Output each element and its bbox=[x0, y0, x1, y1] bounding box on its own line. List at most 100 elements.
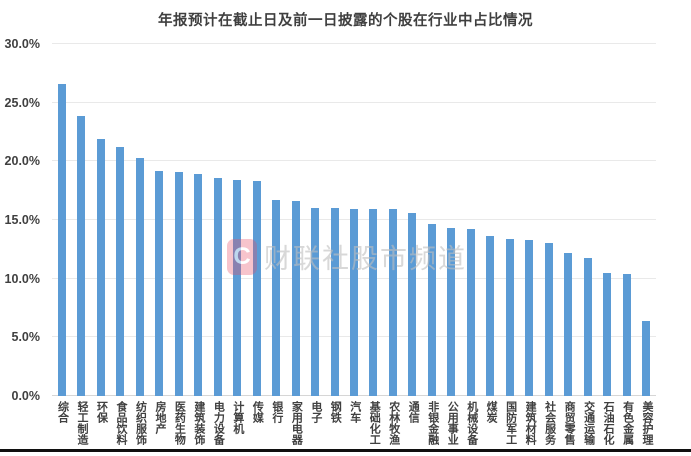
x-tick-label: 钢铁 bbox=[329, 401, 342, 423]
x-label-slot: 基础化工 bbox=[364, 401, 383, 445]
x-tick-label: 美容护理 bbox=[641, 401, 654, 445]
x-tick-label: 食品饮料 bbox=[114, 401, 127, 445]
x-label-slot: 电力设备 bbox=[208, 401, 227, 445]
x-label-slot: 交通运输 bbox=[578, 401, 597, 445]
x-label-slot: 电子 bbox=[305, 401, 324, 445]
bar-银行 bbox=[272, 200, 281, 396]
bar-slot bbox=[169, 44, 188, 396]
x-tick-label: 建筑材料 bbox=[524, 401, 537, 445]
x-tick-label: 传媒 bbox=[251, 401, 264, 423]
x-tick-label: 轻工制造 bbox=[76, 401, 88, 445]
x-tick-label: 非银金融 bbox=[426, 401, 439, 445]
bar-slot bbox=[578, 44, 597, 396]
bar-美容护理 bbox=[642, 320, 651, 396]
x-label-slot: 公用事业 bbox=[442, 401, 461, 445]
bar-汽车 bbox=[350, 209, 358, 396]
x-label-slot: 房地产 bbox=[149, 401, 168, 445]
x-label-slot: 轻工制造 bbox=[71, 401, 90, 445]
x-tick-label: 社会服务 bbox=[543, 401, 556, 445]
bar-煤炭 bbox=[486, 236, 495, 396]
bar-slot bbox=[71, 44, 90, 396]
plot-area: C 财联社股市频道 bbox=[52, 43, 656, 396]
bar-slot bbox=[500, 44, 519, 396]
chart-title: 年报预计在截止日及前一日披露的个股在行业中占比情况 bbox=[158, 13, 533, 29]
bar-slot bbox=[383, 44, 402, 396]
bar-环保 bbox=[96, 139, 105, 396]
bar-建筑装饰 bbox=[194, 174, 203, 396]
x-label-slot: 建筑装饰 bbox=[188, 401, 207, 445]
bar-slot bbox=[227, 44, 246, 396]
x-tick-label: 公用事业 bbox=[446, 401, 459, 445]
bar-非银金融 bbox=[427, 223, 436, 396]
gridline bbox=[52, 101, 656, 103]
x-tick-label: 建筑装饰 bbox=[192, 401, 205, 445]
y-tick-label: 10.0% bbox=[4, 271, 40, 286]
x-label-slot: 环保 bbox=[91, 401, 110, 445]
x-label-slot: 煤炭 bbox=[481, 401, 500, 445]
bar-slot bbox=[481, 44, 500, 396]
x-label-slot: 食品饮料 bbox=[110, 401, 129, 445]
bar-slot bbox=[520, 44, 539, 396]
bar-slot bbox=[208, 44, 227, 396]
bar-slot bbox=[110, 44, 129, 396]
gridline bbox=[52, 43, 656, 44]
y-tick-label: 0.0% bbox=[11, 389, 41, 403]
x-tick-label: 国防军工 bbox=[504, 401, 517, 445]
x-label-slot: 美容护理 bbox=[637, 401, 656, 445]
x-tick-label: 电子 bbox=[309, 401, 322, 423]
x-label-slot: 有色金属 bbox=[617, 401, 636, 445]
bar-石油石化 bbox=[603, 272, 612, 396]
bar-slot bbox=[305, 44, 324, 396]
x-tick-label: 计算机 bbox=[231, 401, 244, 434]
x-label-slot: 银行 bbox=[266, 401, 285, 445]
bar-通信 bbox=[408, 212, 417, 396]
bar-电子 bbox=[311, 208, 320, 396]
bar-商贸零售 bbox=[564, 252, 573, 396]
x-tick-label: 汽车 bbox=[348, 401, 361, 423]
bar-slot bbox=[149, 44, 168, 396]
x-label-slot: 社会服务 bbox=[539, 401, 558, 445]
x-label-slot: 钢铁 bbox=[325, 401, 344, 445]
bar-slot bbox=[188, 44, 207, 396]
x-label-slot: 石油石化 bbox=[598, 401, 617, 445]
bar-series bbox=[52, 44, 656, 396]
bar-slot bbox=[91, 44, 110, 396]
x-label-slot: 综合 bbox=[52, 401, 71, 445]
x-tick-label: 医药生物 bbox=[173, 401, 186, 445]
x-tick-label: 石油石化 bbox=[602, 401, 615, 445]
x-label-slot: 建筑材料 bbox=[520, 401, 539, 445]
bar-家用电器 bbox=[291, 201, 300, 396]
x-axis: 综合 轻工制造 环保 食品饮料 纺织服饰 房地产 医药生物 建筑装饰 电力设备 计算机 传媒 银行 家用… bbox=[52, 401, 656, 445]
x-tick-label: 基础化工 bbox=[368, 401, 381, 445]
bar-slot bbox=[247, 44, 266, 396]
x-label-slot: 汽车 bbox=[344, 401, 363, 445]
x-tick-label: 机械设备 bbox=[465, 401, 478, 445]
bar-社会服务 bbox=[544, 243, 553, 396]
x-tick-label: 银行 bbox=[270, 401, 283, 423]
bar-slot bbox=[344, 44, 363, 396]
x-tick-label: 有色金属 bbox=[621, 401, 634, 445]
x-tick-label: 农林牧渔 bbox=[387, 401, 400, 445]
y-tick-label: 5.0% bbox=[11, 330, 41, 345]
bar-交通运输 bbox=[583, 257, 592, 396]
bar-slot bbox=[325, 44, 344, 396]
x-label-slot: 家用电器 bbox=[286, 401, 305, 445]
bar-有色金属 bbox=[622, 273, 631, 396]
bar-医药生物 bbox=[174, 171, 183, 396]
x-tick-label: 家用电器 bbox=[290, 401, 303, 445]
bar-房地产 bbox=[155, 170, 164, 396]
bar-机械设备 bbox=[466, 229, 475, 396]
bar-农林牧渔 bbox=[388, 209, 397, 396]
bar-slot bbox=[52, 44, 71, 396]
x-label-slot: 非银金融 bbox=[422, 401, 441, 445]
bar-slot bbox=[461, 44, 480, 396]
x-tick-label: 综合 bbox=[56, 401, 69, 423]
x-label-slot: 传媒 bbox=[247, 401, 266, 445]
x-label-slot: 机械设备 bbox=[461, 401, 480, 445]
x-label-slot: 纺织服饰 bbox=[130, 401, 149, 445]
bar-slot bbox=[403, 44, 422, 396]
bar-slot bbox=[617, 44, 636, 396]
bar-slot bbox=[286, 44, 305, 396]
x-tick-label: 纺织服饰 bbox=[134, 401, 147, 445]
gridline bbox=[52, 160, 656, 162]
